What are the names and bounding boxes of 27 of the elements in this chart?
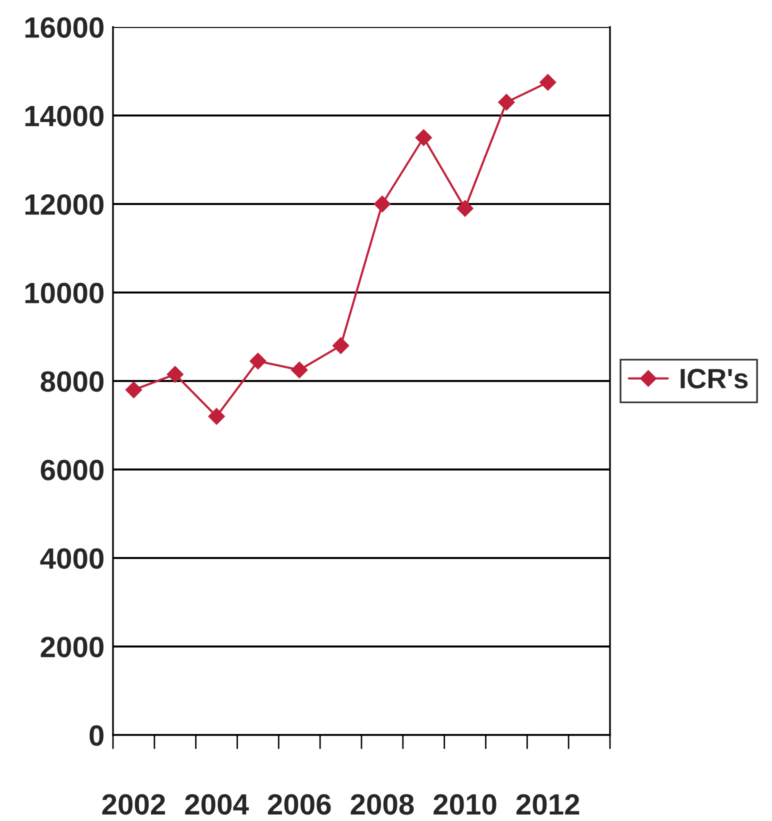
x-tick-label: 2010	[434, 794, 496, 815]
y-tick-label: 0	[90, 725, 104, 746]
point	[291, 362, 308, 378]
point	[540, 74, 556, 91]
y-tick-label: 14000	[25, 106, 104, 126]
point	[498, 94, 515, 111]
x-tick-label: 2002	[102, 794, 165, 815]
point	[374, 196, 391, 212]
y-tick-label: 8000	[40, 371, 104, 392]
point	[208, 408, 225, 425]
point	[332, 337, 350, 354]
x-tick-label: 2012	[516, 794, 580, 815]
y-tick-label: 10000	[25, 282, 104, 304]
point	[456, 200, 474, 217]
x-tick-label: 2008	[350, 794, 414, 815]
point	[250, 352, 266, 370]
y-tick-label: 2000	[40, 636, 104, 658]
x-tick-label: 2006	[268, 794, 331, 815]
point	[166, 366, 184, 383]
point	[125, 381, 142, 398]
x-tick-label: 2004	[185, 794, 249, 815]
point	[415, 129, 432, 146]
y-tick-label: 12000	[25, 194, 104, 215]
y-tick-label: 6000	[40, 460, 104, 480]
y-tick-label: 4000	[40, 548, 104, 569]
legend-label: ICR's	[680, 368, 748, 388]
y-tick-label: 16000	[25, 17, 104, 38]
